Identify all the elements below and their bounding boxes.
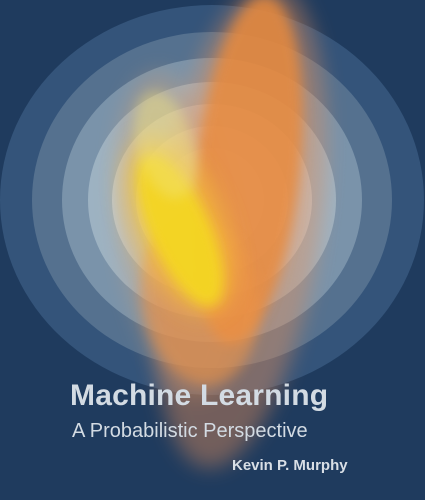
book-subtitle: A Probabilistic Perspective [72,420,308,442]
yellow-core [136,154,224,306]
pale-yellow-upper [134,91,196,199]
book-title: Machine Learning [70,379,329,412]
book-author: Kevin P. Murphy [232,457,348,474]
yellow-ellipses [121,91,235,315]
